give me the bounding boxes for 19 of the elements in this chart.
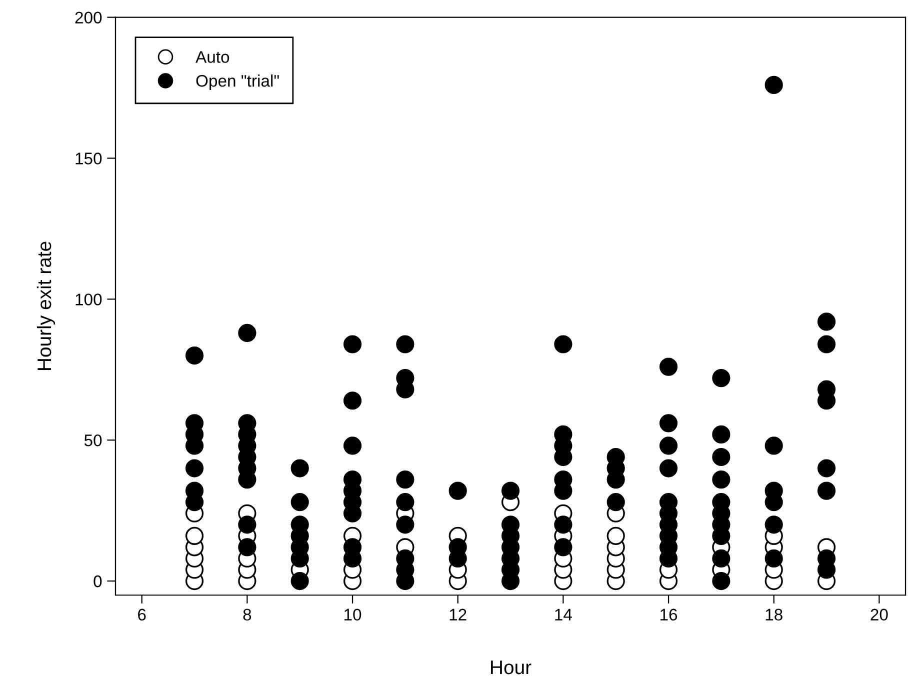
x-tick-label: 8 xyxy=(243,608,252,621)
x-tick-label: 14 xyxy=(555,608,572,620)
y-tick-label: 50 xyxy=(84,434,102,446)
x-tick-label: 12 xyxy=(450,608,466,620)
y-axis-title: Hourly exit rate xyxy=(36,242,56,370)
x-tick-label: 10 xyxy=(344,608,362,621)
point xyxy=(185,526,204,545)
point xyxy=(606,526,625,545)
y-tick-label: 150 xyxy=(76,152,102,164)
legend-label: Auto xyxy=(196,51,230,63)
x-tick-label: 6 xyxy=(138,608,146,621)
y-tick-label: 200 xyxy=(75,12,102,24)
x-tick-label: 16 xyxy=(660,608,678,621)
x-tick-label: 18 xyxy=(766,608,782,621)
legend-label: Open "trial" xyxy=(196,74,279,90)
y-tick-label: 100 xyxy=(76,294,102,306)
x-axis-title: Hour xyxy=(491,660,532,674)
x-tick-label: 20 xyxy=(870,608,888,621)
y-tick-label: 0 xyxy=(94,575,102,588)
